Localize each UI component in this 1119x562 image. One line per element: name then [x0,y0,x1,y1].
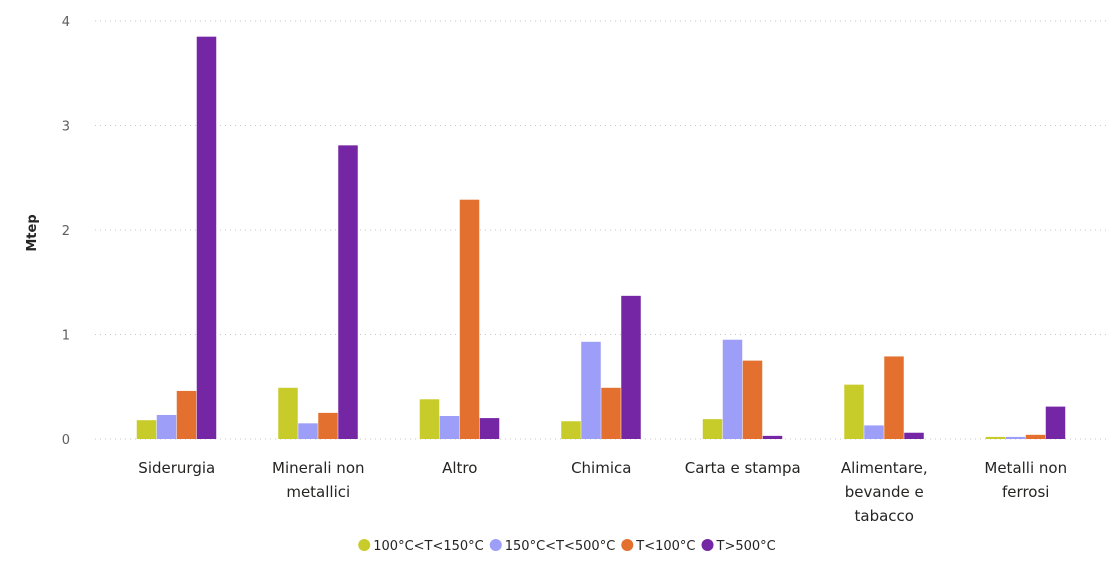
bar[interactable] [844,384,864,439]
bar[interactable] [439,416,460,439]
bar[interactable] [156,414,177,439]
x-axis-categories: Siderurgia Minerali non metallici Altro Chim… [138,459,1067,525]
legend-swatch [701,539,714,551]
legend-label: 150°C<T<500°C [505,539,616,554]
bar[interactable] [338,145,358,440]
bar[interactable] [985,436,1006,439]
bar[interactable] [318,412,338,439]
bar[interactable] [702,419,723,439]
legend-label: T>500°C [716,539,776,554]
bar[interactable] [278,387,298,439]
bar[interactable] [621,295,641,439]
bar[interactable] [1045,406,1066,439]
gridlines [95,20,1108,440]
y-tick-label: 0 [62,433,70,448]
bar[interactable] [459,199,480,439]
bar[interactable] [742,360,763,439]
y-tick-label: 3 [62,120,70,135]
legend-label: T<100°C [635,539,695,554]
bar[interactable] [561,421,581,439]
legend-item[interactable]: T<100°C [621,539,696,554]
x-category-label: Siderurgia [138,459,215,477]
bar[interactable] [601,387,621,439]
y-tick-label: 4 [62,15,70,30]
x-category-label: Chimica [571,459,631,477]
x-category-label: Alimentare, bevande e tabacco [841,459,928,525]
bar[interactable] [581,341,601,439]
legend-swatch [358,539,371,551]
x-category-label: Minerali non metallici [272,459,365,501]
bar[interactable] [196,36,217,440]
bar[interactable] [419,399,440,439]
y-tick-label: 2 [62,224,70,239]
bar[interactable] [136,420,157,439]
bar[interactable] [762,435,783,439]
bar[interactable] [1025,434,1046,439]
legend-item[interactable]: T>500°C [701,539,776,554]
bar[interactable] [722,339,743,439]
bar[interactable] [479,418,500,439]
y-tick-label: 1 [62,329,70,344]
x-category-label: Altro [442,459,477,477]
x-category-label: Metalli non ferrosi [984,459,1067,501]
bar[interactable] [904,432,924,439]
y-axis-ticks: 0 1 2 3 4 [62,15,70,448]
bar[interactable] [298,423,318,439]
bar[interactable] [864,425,884,439]
bar[interactable] [176,390,197,439]
legend-swatch [621,539,634,551]
legend-item[interactable]: 100°C<T<150°C [358,539,484,554]
legend-item[interactable]: 150°C<T<500°C [489,539,616,554]
bar[interactable] [1005,436,1026,439]
bar[interactable] [884,356,904,439]
bars [136,36,1066,440]
legend-label: 100°C<T<150°C [373,539,484,554]
x-category-label: Carta e stampa [685,459,801,477]
legend-swatch [489,539,502,551]
y-axis-label: Mtep [25,214,40,251]
legend: 100°C<T<150°C 150°C<T<500°C T<100°C T>500°C [358,539,776,554]
